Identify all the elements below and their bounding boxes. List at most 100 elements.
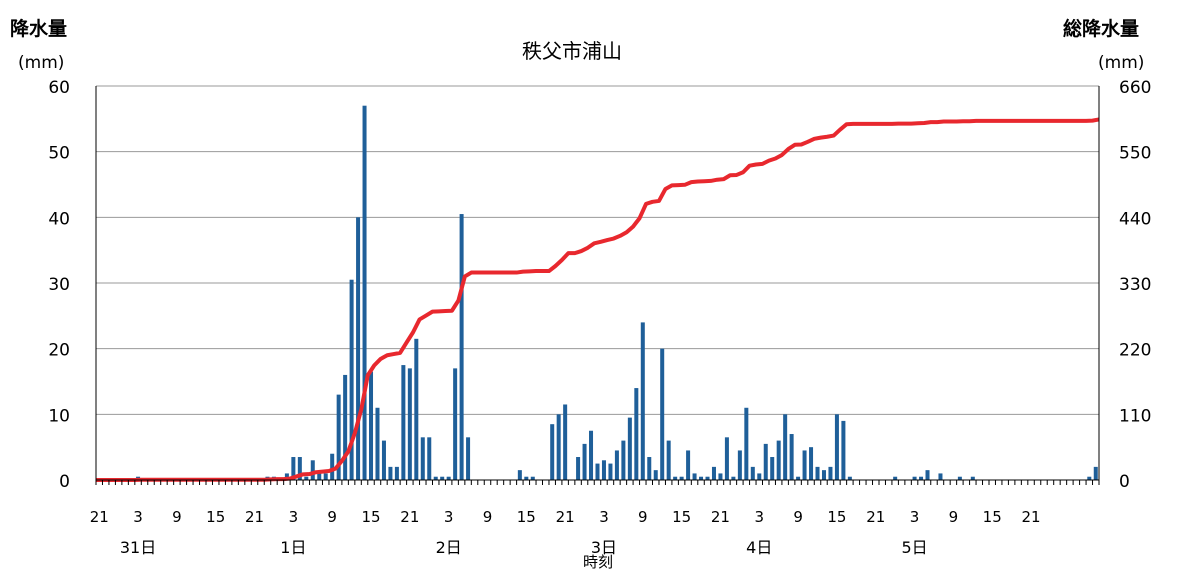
rain-bar	[763, 443, 768, 480]
rain-bar	[317, 473, 322, 480]
rain-bar	[750, 466, 755, 480]
rain-bar	[627, 417, 632, 480]
rain-bar	[919, 476, 924, 480]
rain-bar	[789, 434, 794, 480]
x-tick-label: 15	[672, 508, 691, 526]
x-tick-label: 21	[711, 508, 730, 526]
left-axis-unit: (mm)	[18, 53, 64, 73]
x-tick-label: 15	[206, 508, 225, 526]
rain-bar	[666, 440, 671, 480]
rain-bar	[776, 440, 781, 480]
left-tick-label: 30	[48, 275, 70, 295]
day-labels: 31日 1日 2日 3日 4日 5日	[120, 538, 928, 557]
rain-bar	[323, 473, 328, 480]
left-tick-label: 60	[48, 78, 70, 98]
rain-bar	[912, 476, 917, 480]
rain-bar	[336, 394, 341, 480]
right-tick-label: 0	[1119, 472, 1130, 492]
rain-bar	[517, 470, 522, 480]
x-tick-label: 9	[949, 508, 959, 526]
rain-bar	[459, 214, 464, 481]
x-tick-label: 3	[599, 508, 609, 526]
x-tick-label: 9	[172, 508, 182, 526]
x-tick-label: 21	[90, 508, 109, 526]
rain-bar	[893, 476, 898, 480]
rain-bar	[692, 473, 697, 480]
left-axis-label: 降水量	[10, 17, 67, 40]
rain-bar	[297, 457, 302, 480]
right-tick-label: 440	[1119, 209, 1151, 229]
rain-bar	[349, 279, 354, 480]
rain-bar	[802, 450, 807, 480]
rain-bar	[343, 374, 348, 480]
rain-bar	[304, 476, 309, 480]
x-tick-label: 21	[400, 508, 419, 526]
x-tick-label: 9	[483, 508, 493, 526]
rain-bar	[614, 450, 619, 480]
chart-title: 秩父市浦山	[522, 39, 622, 63]
rain-bar	[595, 463, 600, 480]
rain-bar	[653, 470, 658, 480]
day-label: 2日	[436, 538, 462, 557]
right-axis-unit: (mm)	[1098, 53, 1144, 73]
left-tick-label: 10	[48, 406, 70, 426]
rain-bar	[821, 470, 826, 480]
rain-bar	[550, 424, 555, 480]
rain-bar	[679, 476, 684, 480]
left-tick-labels: 0 10 20 30 40 50 60	[48, 78, 70, 492]
rain-bar	[356, 217, 361, 480]
hourly-bars	[136, 105, 1098, 481]
rain-bar	[841, 420, 846, 480]
rain-bar	[420, 437, 425, 480]
rain-bar	[589, 430, 594, 480]
x-tick-label: 3	[133, 508, 143, 526]
rain-bar	[809, 447, 814, 480]
rain-bar	[401, 365, 406, 480]
rain-bar	[737, 450, 742, 480]
x-tick-label: 15	[361, 508, 380, 526]
right-tick-label: 660	[1119, 78, 1151, 98]
rain-bar	[957, 476, 962, 480]
rain-bar	[938, 473, 943, 480]
rain-bar	[433, 476, 438, 480]
rain-bar	[724, 437, 729, 480]
rain-bar	[731, 476, 736, 480]
day-label: 5日	[901, 538, 927, 557]
rain-bar	[705, 476, 710, 480]
rain-bar	[673, 476, 678, 480]
rain-bar	[621, 440, 626, 480]
x-tick-label: 9	[638, 508, 648, 526]
rain-bar	[446, 476, 451, 480]
grid-lines	[96, 85, 1099, 481]
rain-bar	[310, 460, 315, 480]
rain-bar	[466, 437, 471, 480]
x-tick-label: 3	[289, 508, 299, 526]
rain-bar	[699, 476, 704, 480]
rain-bar	[718, 473, 723, 480]
rain-bar	[847, 476, 852, 480]
right-tick-label: 110	[1119, 406, 1151, 426]
left-tick-label: 40	[48, 209, 70, 229]
rain-bar	[1087, 476, 1092, 480]
day-label: 3日	[591, 538, 617, 557]
x-tick-label: 9	[793, 508, 803, 526]
left-tick-label: 20	[48, 341, 70, 361]
rain-bar	[796, 476, 801, 480]
right-tick-labels: 0 110 220 330 440 550 660	[1119, 78, 1151, 492]
rain-bar	[414, 338, 419, 480]
rain-bar	[440, 476, 445, 480]
rain-bar	[284, 473, 289, 480]
right-tick-label: 220	[1119, 341, 1151, 361]
rain-bar	[330, 453, 335, 480]
axes	[95, 86, 1100, 485]
rain-bar	[453, 368, 458, 480]
rain-bar	[711, 466, 716, 480]
x-axis-label: 時刻	[583, 553, 613, 571]
right-tick-label: 330	[1119, 275, 1151, 295]
x-tick-label: 21	[245, 508, 264, 526]
rain-bar	[634, 388, 639, 480]
rain-bar	[686, 450, 691, 480]
rain-bar	[291, 457, 296, 480]
rain-bar	[970, 476, 975, 480]
